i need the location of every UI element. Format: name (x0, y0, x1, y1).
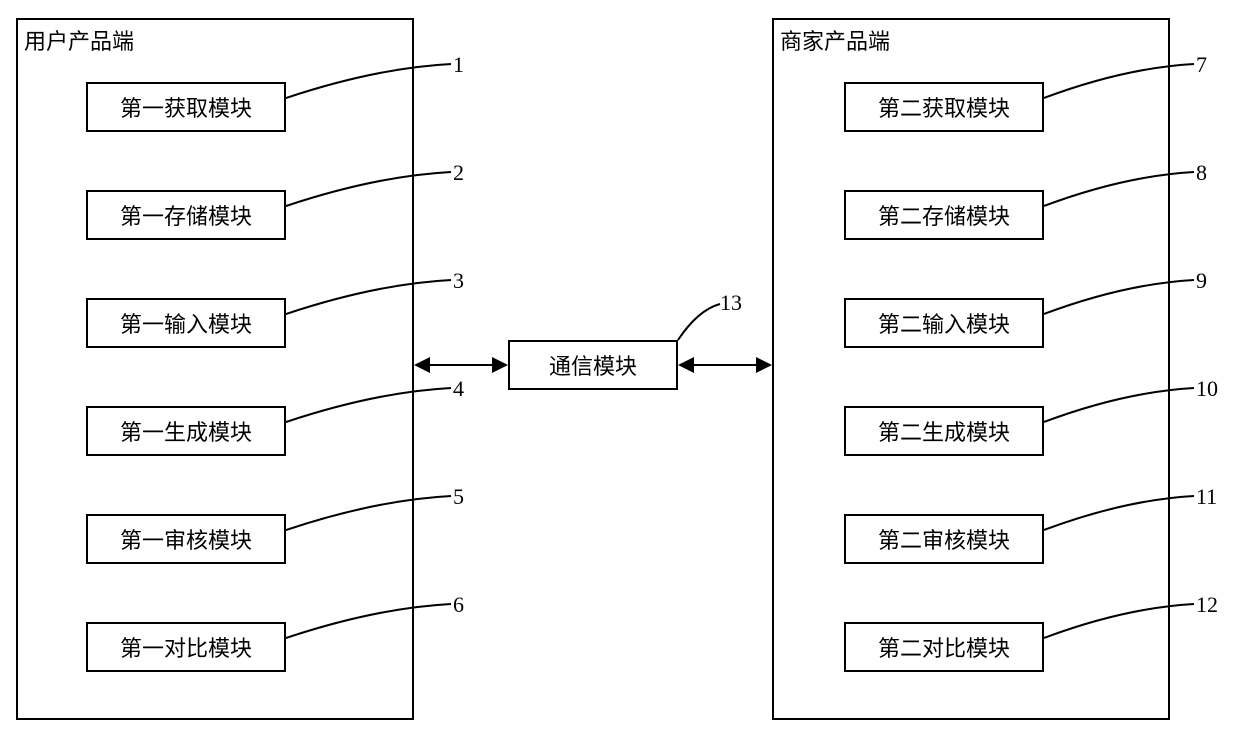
left-refnum-1: 1 (453, 52, 464, 78)
left-refnum-5: 5 (453, 484, 464, 510)
right-module-8: 第二存储模块 (844, 190, 1044, 240)
right-module-7: 第二获取模块 (844, 82, 1044, 132)
module-label: 第二获取模块 (878, 91, 1010, 123)
right-refnum-10: 10 (1196, 376, 1218, 402)
module-label: 第二生成模块 (878, 415, 1010, 447)
left-panel-title: 用户产品端 (24, 24, 134, 56)
left-refnum-6: 6 (453, 592, 464, 618)
right-module-10: 第二生成模块 (844, 406, 1044, 456)
module-label: 第二输入模块 (878, 307, 1010, 339)
right-refnum-7: 7 (1196, 52, 1207, 78)
right-module-9: 第二输入模块 (844, 298, 1044, 348)
center-module: 通信模块 (508, 340, 678, 390)
arrow-left-line (428, 364, 496, 366)
left-module-5: 第一审核模块 (86, 514, 286, 564)
module-label: 第二存储模块 (878, 199, 1010, 231)
right-panel-title: 商家产品端 (780, 24, 890, 56)
module-label: 第一获取模块 (120, 91, 252, 123)
left-refnum-3: 3 (453, 268, 464, 294)
arrow-left-head-l (414, 357, 430, 373)
arrow-left-head-r (492, 357, 508, 373)
left-module-6: 第一对比模块 (86, 622, 286, 672)
arrow-right-line (692, 364, 760, 366)
center-module-label: 通信模块 (549, 349, 637, 381)
arrow-right-head-r (756, 357, 772, 373)
module-label: 第二审核模块 (878, 523, 1010, 555)
module-label: 第一对比模块 (120, 631, 252, 663)
left-module-3: 第一输入模块 (86, 298, 286, 348)
left-module-2: 第一存储模块 (86, 190, 286, 240)
right-module-11: 第二审核模块 (844, 514, 1044, 564)
right-refnum-9: 9 (1196, 268, 1207, 294)
left-refnum-4: 4 (453, 376, 464, 402)
arrow-right-head-l (678, 357, 694, 373)
module-label: 第一存储模块 (120, 199, 252, 231)
right-refnum-12: 12 (1196, 592, 1218, 618)
left-module-4: 第一生成模块 (86, 406, 286, 456)
right-refnum-8: 8 (1196, 160, 1207, 186)
left-module-1: 第一获取模块 (86, 82, 286, 132)
right-module-12: 第二对比模块 (844, 622, 1044, 672)
left-refnum-2: 2 (453, 160, 464, 186)
module-label: 第二对比模块 (878, 631, 1010, 663)
right-refnum-11: 11 (1196, 484, 1217, 510)
center-refnum: 13 (720, 290, 742, 316)
module-label: 第一审核模块 (120, 523, 252, 555)
module-label: 第一输入模块 (120, 307, 252, 339)
module-label: 第一生成模块 (120, 415, 252, 447)
